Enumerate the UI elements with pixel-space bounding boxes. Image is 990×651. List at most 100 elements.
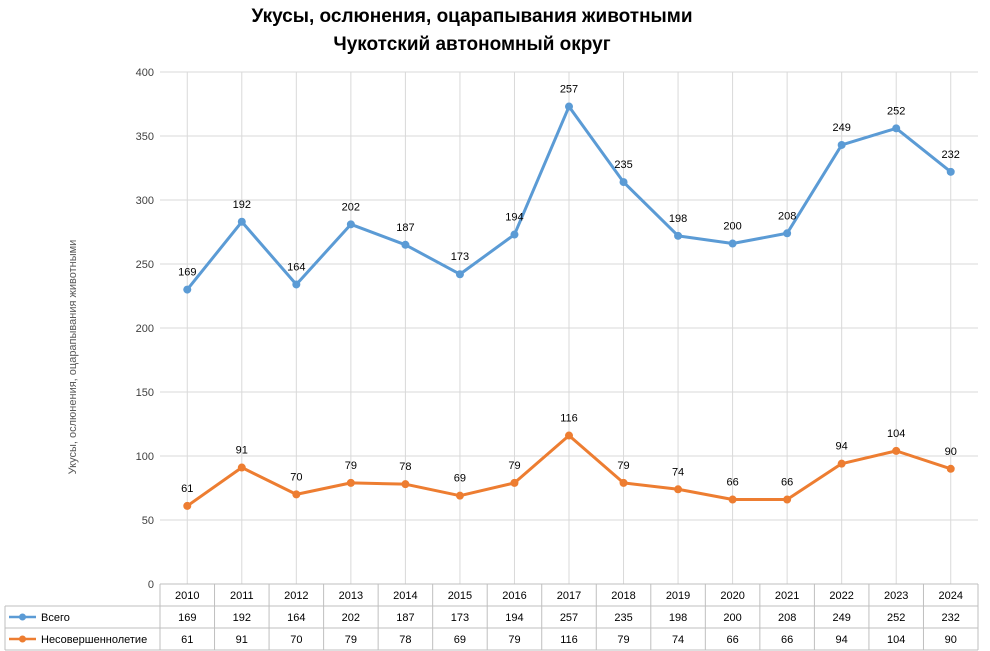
table-value-cell: 208 — [778, 612, 796, 624]
table-value-cell: 79 — [508, 634, 520, 646]
y-tick-label: 50 — [142, 515, 154, 527]
data-label-0: 173 — [451, 251, 469, 263]
data-label-1: 66 — [726, 477, 738, 489]
table-year-cell: 2013 — [339, 590, 363, 602]
data-label-0: 164 — [287, 261, 305, 273]
table-value-cell: 69 — [454, 634, 466, 646]
table-value-cell: 94 — [836, 634, 848, 646]
table-value-cell: 194 — [505, 612, 523, 624]
series-point-0 — [619, 178, 628, 187]
table-value-cell: 78 — [399, 634, 411, 646]
series-point-0 — [455, 270, 464, 279]
table-year-cell: 2015 — [448, 590, 472, 602]
table-value-cell: 66 — [726, 634, 738, 646]
table-value-cell: 164 — [287, 612, 305, 624]
table-value-cell: 70 — [290, 634, 302, 646]
table-year-cell: 2022 — [829, 590, 853, 602]
series-point-1 — [892, 446, 901, 455]
data-label-0: 235 — [614, 159, 632, 171]
data-label-0: 200 — [723, 221, 741, 233]
table-year-cell: 2018 — [611, 590, 635, 602]
table-year-cell: 2024 — [938, 590, 962, 602]
data-label-1: 70 — [290, 471, 302, 483]
table-year-cell: 2011 — [230, 590, 254, 602]
series-point-1 — [565, 431, 573, 440]
y-tick-label: 200 — [136, 323, 154, 335]
table-value-cell: 116 — [560, 634, 578, 646]
table-value-cell: 200 — [723, 612, 741, 624]
table-year-cell: 2012 — [284, 590, 308, 602]
series-point-0 — [565, 102, 573, 111]
data-label-0: 202 — [342, 201, 360, 213]
table-value-cell: 202 — [342, 612, 360, 624]
data-label-0: 187 — [396, 222, 414, 234]
y-tick-label: 300 — [136, 195, 154, 207]
legend-label-1: Несовершеннолетие — [41, 634, 147, 646]
legend-marker-1 — [19, 635, 26, 643]
table-value-cell: 252 — [887, 612, 905, 624]
data-label-0: 249 — [832, 122, 850, 134]
table-year-cell: 2019 — [666, 590, 690, 602]
data-label-1: 79 — [508, 460, 520, 472]
series-point-0 — [346, 220, 355, 229]
series-point-1 — [837, 459, 846, 468]
series-point-1 — [946, 464, 955, 473]
table-year-cell: 2023 — [884, 590, 908, 602]
series-point-0 — [728, 239, 737, 248]
series-point-1 — [401, 480, 410, 489]
series-point-1 — [237, 463, 246, 472]
series-point-0 — [946, 167, 955, 176]
data-label-1: 116 — [560, 413, 578, 425]
y-tick-label: 350 — [136, 131, 154, 143]
series-point-1 — [510, 478, 519, 487]
data-label-1: 79 — [345, 460, 357, 472]
series-point-1 — [783, 495, 792, 504]
data-label-0: 194 — [505, 212, 523, 224]
y-tick-label: 150 — [136, 387, 154, 399]
table-value-cell: 90 — [945, 634, 957, 646]
table-value-cell: 104 — [887, 634, 905, 646]
table-value-cell: 198 — [669, 612, 687, 624]
data-label-0: 169 — [178, 267, 196, 279]
series-point-0 — [510, 230, 519, 239]
table-value-cell: 232 — [942, 612, 960, 624]
table-year-cell: 2010 — [175, 590, 199, 602]
y-axis-label: Укусы, ослюнения, оцарапывания животными — [67, 240, 79, 475]
data-label-1: 66 — [781, 477, 793, 489]
series-point-1 — [183, 501, 192, 510]
table-value-cell: 173 — [451, 612, 469, 624]
table-year-cell: 2017 — [557, 590, 581, 602]
table-value-cell: 61 — [181, 634, 193, 646]
data-label-1: 69 — [454, 473, 466, 485]
series-point-0 — [674, 231, 683, 240]
y-tick-label: 0 — [148, 579, 154, 591]
data-label-1: 94 — [836, 441, 848, 453]
table-value-cell: 79 — [617, 634, 629, 646]
series-point-1 — [455, 491, 464, 500]
table-value-cell: 169 — [178, 612, 196, 624]
series-point-1 — [674, 485, 683, 494]
data-label-0: 232 — [942, 149, 960, 161]
series-point-0 — [401, 240, 410, 249]
table-value-cell: 235 — [614, 612, 632, 624]
table-year-cell: 2014 — [393, 590, 417, 602]
chart-title-line1: Укусы, ослюнения, оцарапывания животными — [251, 6, 692, 27]
data-label-0: 252 — [887, 105, 905, 117]
y-tick-label: 100 — [136, 451, 154, 463]
data-label-1: 61 — [181, 483, 193, 495]
table-value-cell: 192 — [233, 612, 251, 624]
table-year-cell: 2016 — [502, 590, 526, 602]
data-label-1: 104 — [887, 428, 905, 440]
y-tick-label: 400 — [136, 67, 154, 79]
series-point-1 — [346, 478, 355, 487]
table-value-cell: 187 — [396, 612, 414, 624]
series-point-0 — [237, 217, 246, 226]
table-value-cell: 249 — [832, 612, 850, 624]
table-year-cell: 2020 — [720, 590, 744, 602]
series-point-0 — [837, 140, 846, 149]
table-value-cell: 91 — [236, 634, 248, 646]
data-label-0: 208 — [778, 210, 796, 222]
legend-marker-0 — [19, 613, 26, 621]
table-value-cell: 257 — [560, 612, 578, 624]
table-year-cell: 2021 — [775, 590, 799, 602]
